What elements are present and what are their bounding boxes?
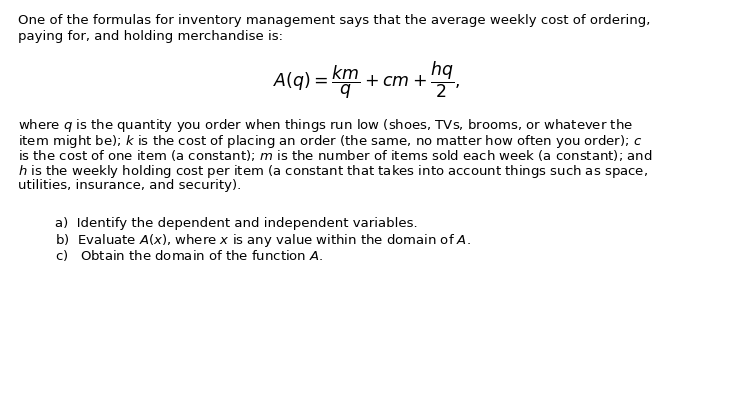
Text: is the cost of one item (a constant); $m$ is the number of items sold each week : is the cost of one item (a constant); $m…	[18, 147, 652, 163]
Text: b)  Evaluate $A(x)$, where $x$ is any value within the domain of $A$.: b) Evaluate $A(x)$, where $x$ is any val…	[55, 232, 471, 249]
Text: c)   Obtain the domain of the function $A$.: c) Obtain the domain of the function $A$…	[55, 247, 323, 262]
Text: a)  Identify the dependent and independent variables.: a) Identify the dependent and independen…	[55, 216, 418, 230]
Text: One of the formulas for inventory management says that the average weekly cost o: One of the formulas for inventory manage…	[18, 14, 650, 27]
Text: $h$ is the weekly holding cost per item (a constant that takes into account thin: $h$ is the weekly holding cost per item …	[18, 163, 648, 180]
Text: $A(q) = \dfrac{km}{q} + cm + \dfrac{hq}{2},$: $A(q) = \dfrac{km}{q} + cm + \dfrac{hq}{…	[273, 60, 460, 101]
Text: paying for, and holding merchandise is:: paying for, and holding merchandise is:	[18, 30, 283, 43]
Text: utilities, insurance, and security).: utilities, insurance, and security).	[18, 178, 241, 192]
Text: where $q$ is the quantity you order when things run low (shoes, TVs, brooms, or : where $q$ is the quantity you order when…	[18, 117, 633, 134]
Text: item might be); $k$ is the cost of placing an order (the same, no matter how oft: item might be); $k$ is the cost of placi…	[18, 132, 642, 149]
